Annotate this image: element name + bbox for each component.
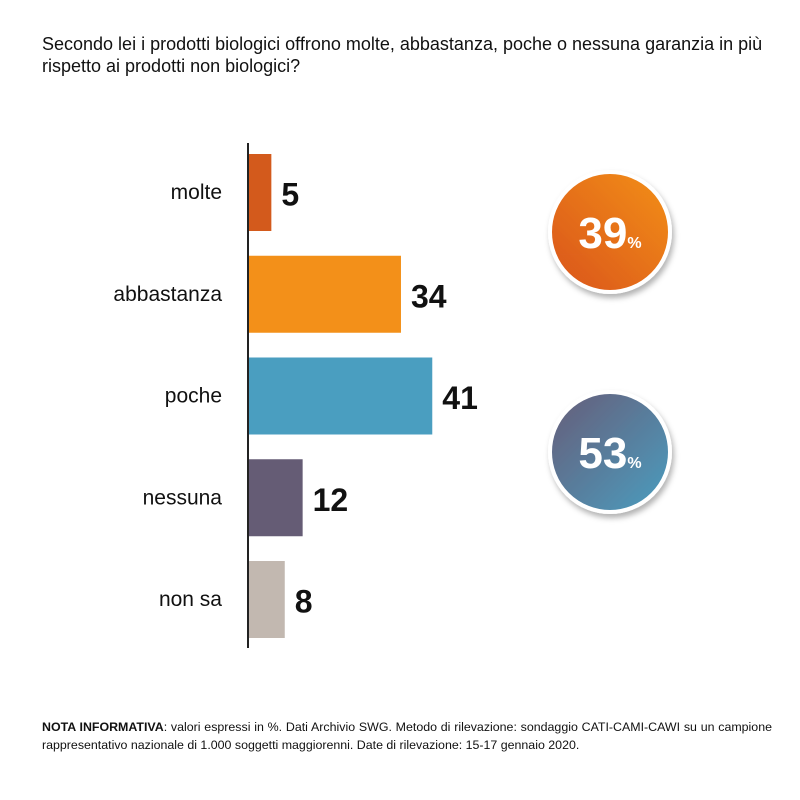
bar <box>249 459 303 537</box>
category-label: non sa <box>159 588 222 611</box>
bar <box>249 357 433 435</box>
badge-number: 39 <box>578 209 627 258</box>
badge-unit: % <box>627 455 641 472</box>
bar <box>249 255 401 333</box>
summary-badge: 53% <box>548 390 672 514</box>
footnote-label: NOTA INFORMATIVA <box>42 720 164 734</box>
value-label: 34 <box>411 278 447 314</box>
badge-circle <box>548 390 672 514</box>
badge-value: 39% <box>578 209 641 258</box>
badge-unit: % <box>627 235 641 252</box>
bar-chart: molte 5 abbastanza 34 poche 41 nessuna 12 non sa… <box>113 143 672 648</box>
value-label: 5 <box>281 177 299 213</box>
category-label: molte <box>171 181 222 204</box>
category-label: abbastanza <box>113 283 222 306</box>
summary-badge: 39% <box>548 170 672 294</box>
value-label: 12 <box>313 482 349 518</box>
category-label: poche <box>165 385 222 408</box>
category-label: nessuna <box>143 486 223 509</box>
footnote-text: : valori espressi in %. Dati Archivio SW… <box>42 720 772 752</box>
footnote: NOTA INFORMATIVA: valori espressi in %. … <box>42 718 772 754</box>
value-label: 41 <box>442 380 478 416</box>
value-label: 8 <box>295 584 313 620</box>
bar <box>249 154 272 231</box>
badge-number: 53 <box>578 429 627 478</box>
bar <box>249 561 285 638</box>
badge-circle <box>548 170 672 294</box>
badge-value: 53% <box>578 429 641 478</box>
survey-question: Secondo lei i prodotti biologici offrono… <box>42 34 763 76</box>
